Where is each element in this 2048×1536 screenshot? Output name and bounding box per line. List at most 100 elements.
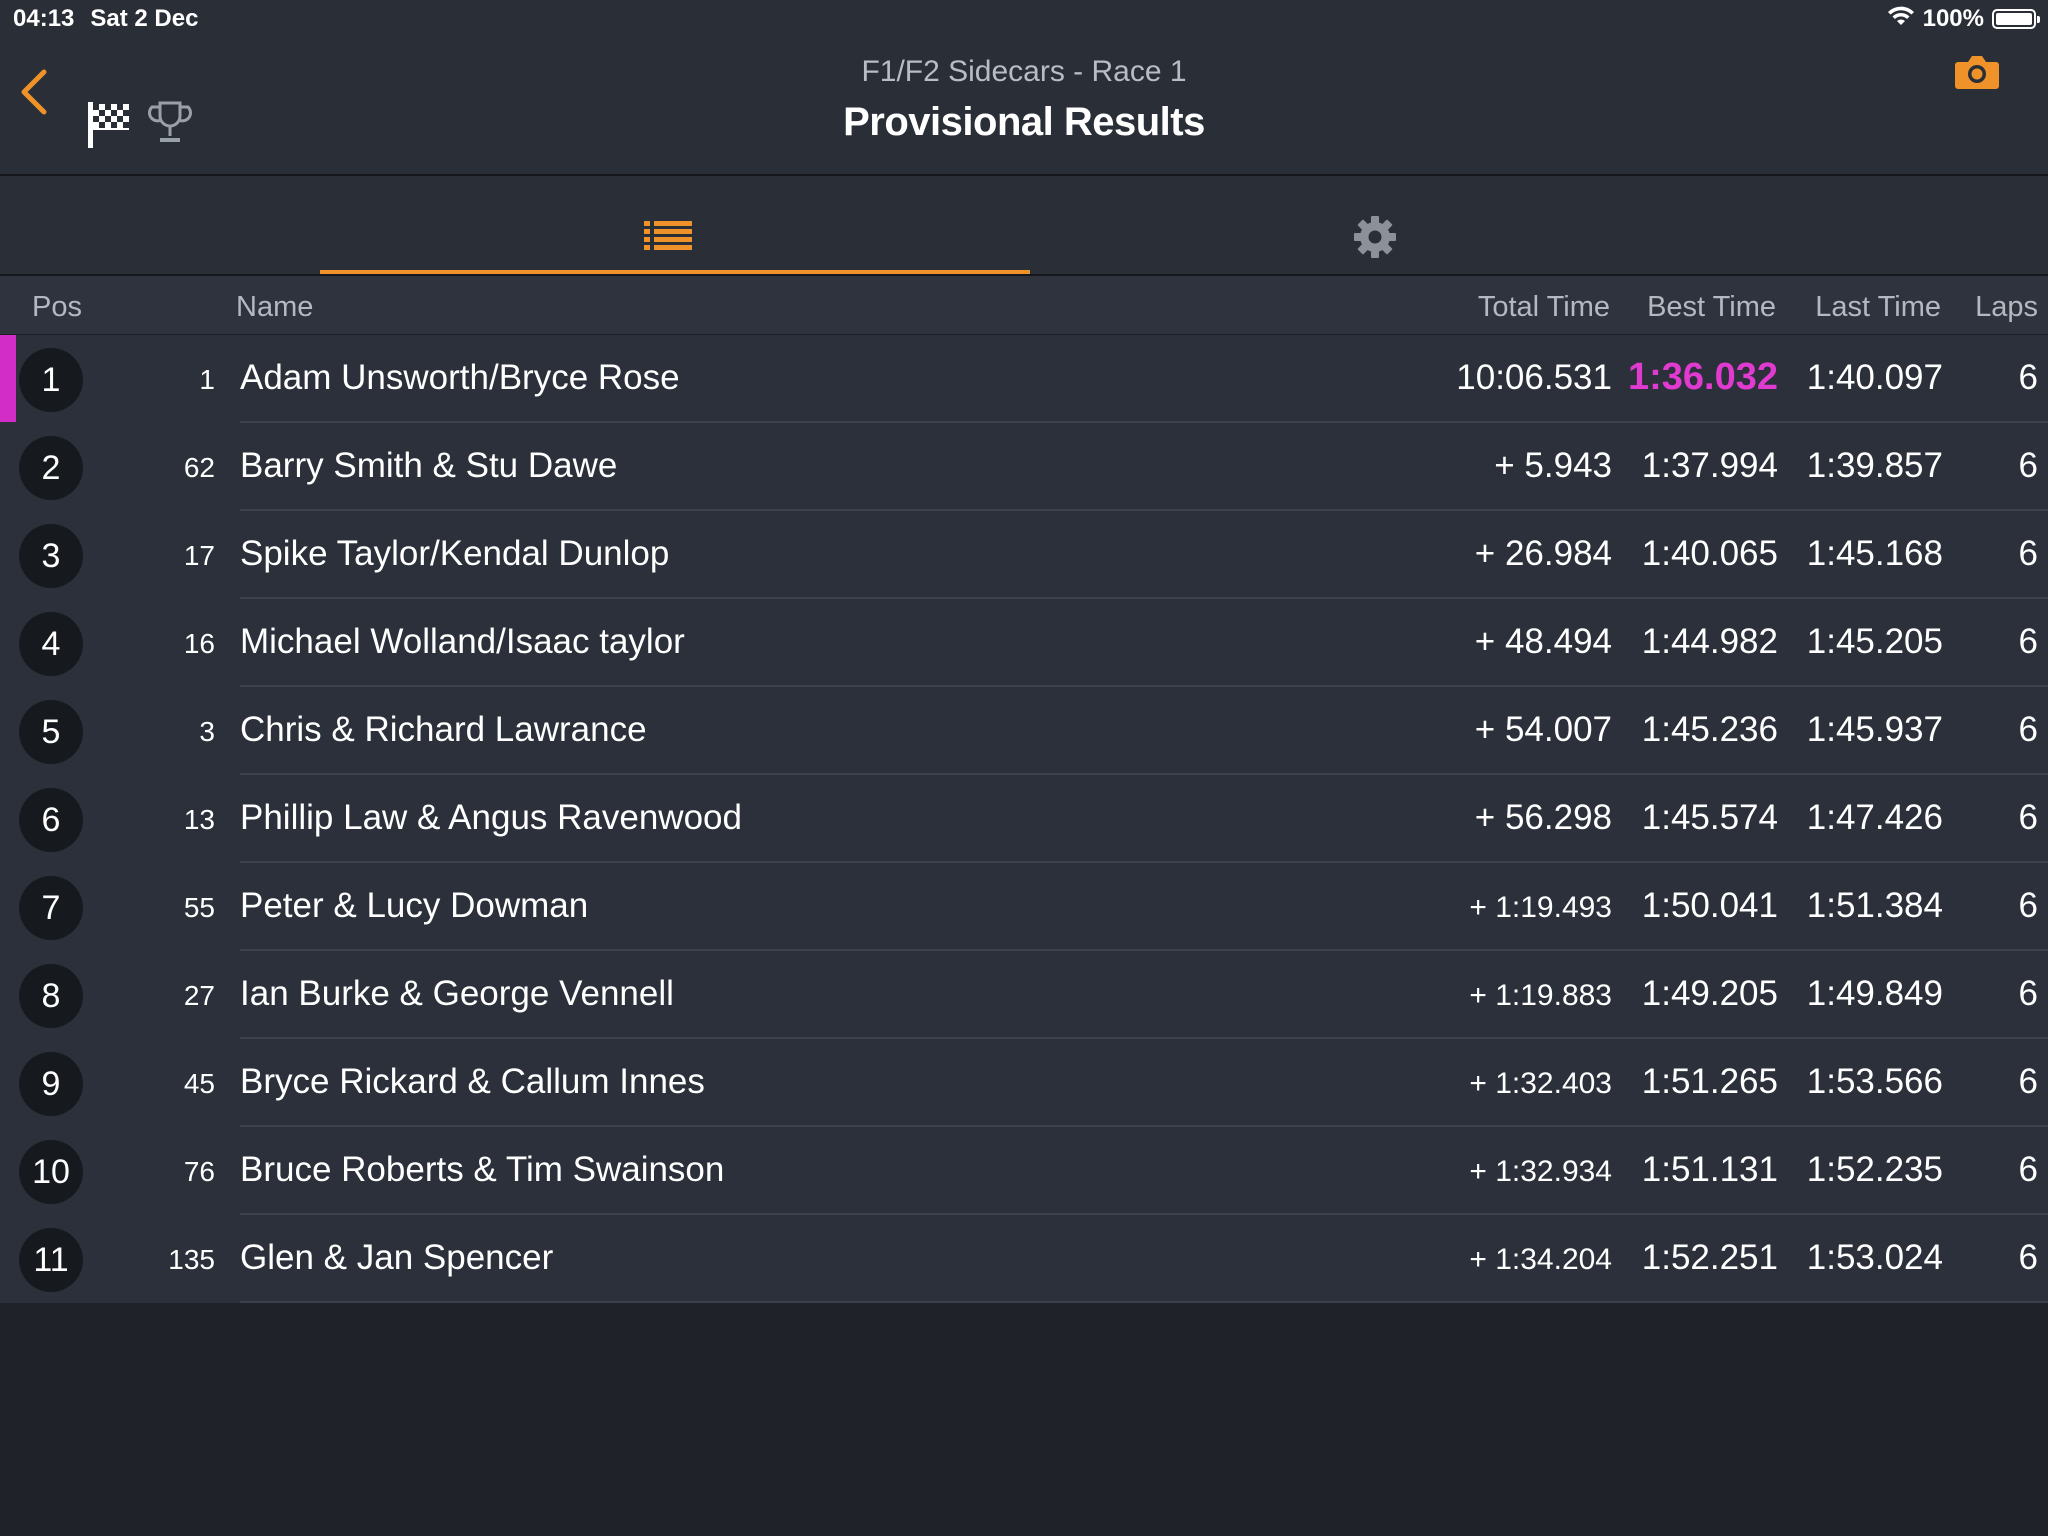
result-row[interactable]: 6 13 Phillip Law & Angus Ravenwood + 56.298… (0, 775, 2048, 863)
laps-count: 6 (2018, 1238, 2038, 1277)
total-time: + 1:32.934 (1469, 1155, 1612, 1188)
position-badge: 7 (19, 876, 83, 940)
race-number: 1 (199, 364, 215, 395)
total-time: + 56.298 (1474, 798, 1612, 837)
best-time: 1:45.236 (1641, 710, 1778, 749)
last-time: 1:47.426 (1806, 798, 1943, 837)
position-badge: 4 (19, 612, 83, 676)
result-row[interactable]: 1 1 Adam Unsworth/Bryce Rose 10:06.531 1:36.… (0, 335, 2048, 423)
position-badge: 3 (19, 524, 83, 588)
col-name[interactable]: Name (236, 291, 314, 323)
laps-count: 6 (2018, 446, 2038, 485)
laps-count: 6 (2018, 534, 2038, 573)
laps-count: 6 (2018, 1062, 2038, 1101)
result-row[interactable]: 11 135 Glen & Jan Spencer + 1:34.204 1:52.25… (0, 1215, 2048, 1303)
result-row[interactable]: 9 45 Bryce Rickard & Callum Innes + 1:32.40… (0, 1039, 2048, 1127)
race-number: 17 (183, 540, 215, 571)
result-row[interactable]: 2 62 Barry Smith & Stu Dawe + 5.943 1:37.994… (0, 423, 2048, 511)
best-time: 1:49.205 (1641, 974, 1778, 1013)
laps-count: 6 (2018, 798, 2038, 837)
position-badge: 11 (19, 1228, 83, 1292)
status-time: 04:13 (13, 5, 75, 32)
page-title: Provisional Results (843, 100, 1205, 144)
col-laps[interactable]: Laps (1975, 291, 2038, 323)
rider-names: Glen & Jan Spencer (240, 1238, 554, 1277)
best-time: 1:40.065 (1641, 534, 1778, 573)
result-row[interactable]: 8 27 Ian Burke & George Vennell + 1:19.883 1… (0, 951, 2048, 1039)
status-time-date: 04:13 Sat 2 Dec (13, 5, 198, 33)
laps-count: 6 (2018, 886, 2038, 925)
last-time: 1:53.024 (1806, 1238, 1943, 1277)
last-time: 1:49.849 (1806, 974, 1943, 1013)
col-best-time[interactable]: Best Time (1647, 291, 1776, 323)
tab-bar (0, 176, 2048, 276)
camera-icon (1955, 56, 1999, 89)
rider-names: Adam Unsworth/Bryce Rose (240, 358, 680, 397)
battery-percent: 100% (1922, 5, 1984, 32)
race-number: 135 (168, 1244, 215, 1275)
wifi-icon (1887, 5, 1915, 34)
best-time: 1:45.574 (1641, 798, 1778, 837)
total-time: + 1:32.403 (1469, 1067, 1612, 1100)
total-time: + 1:34.204 (1469, 1243, 1612, 1276)
results-column-header: Pos Name Total Time Best Time Last Time … (0, 276, 2048, 335)
rider-names: Bruce Roberts & Tim Swainson (240, 1150, 725, 1189)
results-table: 1 1 Adam Unsworth/Bryce Rose 10:06.531 1:36.… (0, 335, 2048, 1303)
last-time: 1:45.168 (1806, 534, 1943, 573)
total-time: + 5.943 (1494, 446, 1612, 485)
last-time: 1:51.384 (1806, 886, 1943, 925)
race-number: 62 (183, 452, 215, 483)
race-number: 27 (183, 980, 215, 1011)
gear-icon (1354, 216, 1396, 258)
camera-button[interactable] (1954, 52, 2000, 97)
header: F1/F2 Sidecars - Race 1 Provisional Resu… (0, 38, 2048, 176)
best-time: 1:37.994 (1641, 446, 1778, 485)
trophy-icon[interactable] (148, 100, 192, 151)
result-row[interactable]: 10 76 Bruce Roberts & Tim Swainson + 1:32.9… (0, 1127, 2048, 1215)
rider-names: Michael Wolland/Isaac taylor (240, 622, 685, 661)
chevron-left-icon (21, 69, 47, 115)
leader-indicator (0, 335, 16, 422)
rider-names: Spike Taylor/Kendal Dunlop (240, 534, 670, 573)
last-time: 1:45.205 (1806, 622, 1943, 661)
total-time: + 54.007 (1474, 710, 1612, 749)
position-badge: 5 (19, 700, 83, 764)
last-time: 1:40.097 (1806, 358, 1943, 397)
active-tab-indicator (320, 270, 1030, 274)
battery-icon (1992, 9, 2040, 29)
race-number: 13 (183, 804, 215, 835)
status-date: Sat 2 Dec (90, 5, 199, 32)
laps-count: 6 (2018, 710, 2038, 749)
tab-results-list[interactable] (320, 176, 1030, 274)
rider-names: Barry Smith & Stu Dawe (240, 446, 618, 485)
result-row[interactable]: 7 55 Peter & Lucy Dowman + 1:19.493 1:50.041… (0, 863, 2048, 951)
race-number: 45 (183, 1068, 215, 1099)
position-badge: 9 (19, 1052, 83, 1116)
best-time: 1:51.131 (1641, 1150, 1778, 1189)
result-row[interactable]: 3 17 Spike Taylor/Kendal Dunlop + 26.984 1:4… (0, 511, 2048, 599)
event-subtitle: F1/F2 Sidecars - Race 1 (861, 55, 1187, 88)
rider-names: Phillip Law & Angus Ravenwood (240, 798, 742, 837)
col-last-time[interactable]: Last Time (1815, 291, 1941, 323)
col-pos[interactable]: Pos (32, 291, 82, 323)
position-badge: 1 (19, 348, 83, 412)
total-time: + 1:19.493 (1469, 891, 1612, 924)
laps-count: 6 (2018, 622, 2038, 661)
result-row[interactable]: 4 16 Michael Wolland/Isaac taylor + 48.494 1… (0, 599, 2048, 687)
race-number: 16 (183, 628, 215, 659)
last-time: 1:45.937 (1806, 710, 1943, 749)
back-button[interactable] (14, 62, 64, 122)
col-total-time[interactable]: Total Time (1477, 291, 1610, 323)
laps-count: 6 (2018, 1150, 2038, 1189)
total-time: + 48.494 (1474, 622, 1612, 661)
status-bar: 04:13 Sat 2 Dec 100% (0, 0, 2048, 38)
best-time: 1:52.251 (1641, 1238, 1778, 1277)
race-number: 76 (183, 1156, 215, 1187)
fastest-lap-time: 1:36.032 (1627, 356, 1778, 398)
laps-count: 6 (2018, 974, 2038, 1013)
best-time: 1:51.265 (1641, 1062, 1778, 1101)
laps-count: 6 (2018, 358, 2038, 397)
checkered-flag-icon[interactable] (86, 100, 132, 155)
result-row[interactable]: 5 3 Chris & Richard Lawrance + 54.007 1:45.2… (0, 687, 2048, 775)
tab-settings[interactable] (1020, 176, 1730, 274)
